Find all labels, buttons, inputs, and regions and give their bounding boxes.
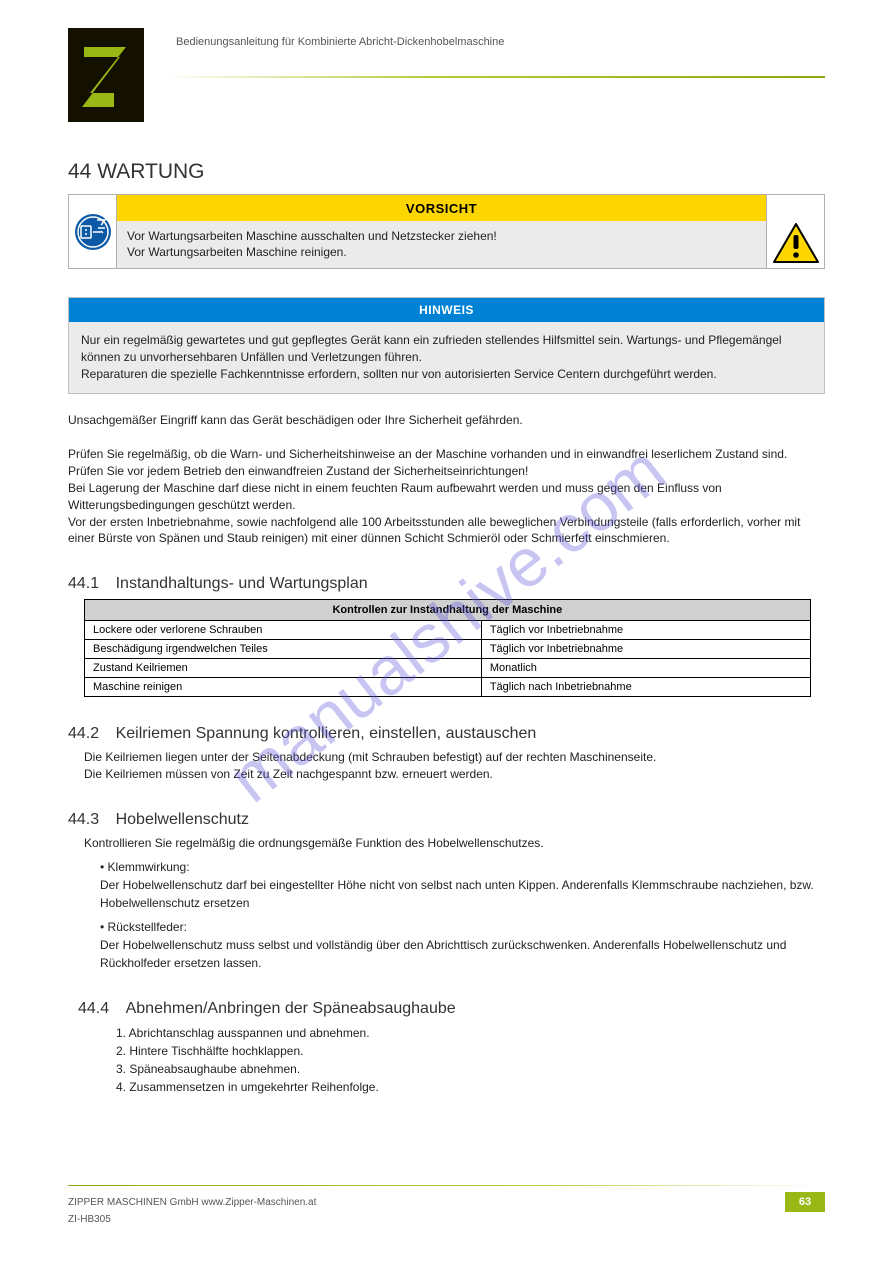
page-footer: ZIPPER MASCHINEN GmbH www.Zipper-Maschin… [68, 1185, 825, 1225]
footer-left: ZIPPER MASCHINEN GmbH www.Zipper-Maschin… [68, 1197, 316, 1208]
subsection-num: 44.1 [68, 575, 99, 592]
maintenance-table: Kontrollen zur Instandhaltung der Maschi… [84, 599, 811, 697]
subsection-num: 44.2 [68, 725, 99, 742]
unplug-icon [69, 195, 117, 268]
subsection-44-4: 44.4 Abnehmen/Anbringen der Späneabsaugh… [78, 1000, 825, 1018]
section-heading: 44 WARTUNG [68, 160, 825, 184]
header-divider [164, 76, 825, 78]
note-body: Nur ein regelmäßig gewartetes und gut ge… [69, 322, 824, 392]
page-header: Bedienungsanleitung für Kombinierte Abri… [68, 0, 825, 122]
page-number: 63 [785, 1192, 825, 1212]
warning-triangle-icon [766, 195, 824, 268]
subsection-num: 44.4 [78, 1000, 109, 1017]
table-row: Zustand KeilriemenMonatlich [85, 659, 811, 678]
note-banner: HINWEIS [69, 298, 824, 322]
caution-banner: VORSICHT [117, 195, 766, 221]
table-row: Beschädigung irgendwelchen TeilesTäglich… [85, 640, 811, 659]
footer-divider [68, 1185, 825, 1186]
brand-logo [68, 28, 144, 122]
sub2-body: Die Keilriemen liegen unter der Seitenab… [84, 749, 825, 783]
sub4-list: 1. Abrichtanschlag ausspannen und abnehm… [116, 1024, 825, 1096]
table-row: Maschine reinigenTäglich nach Inbetriebn… [85, 678, 811, 697]
paragraph-1: Unsachgemäßer Eingriff kann das Gerät be… [68, 412, 825, 429]
note-box: HINWEIS Nur ein regelmäßig gewartetes un… [68, 297, 825, 393]
sub3-list2: • Rückstellfeder: Der Hobelwellenschutz … [100, 918, 825, 972]
subsection-num: 44.3 [68, 811, 99, 828]
subsection-44-3: 44.3 Hobelwellenschutz [68, 811, 825, 829]
caution-box: VORSICHT Vor Wartungsarbeiten Maschine a… [68, 194, 825, 269]
caution-body: Vor Wartungsarbeiten Maschine ausschalte… [117, 221, 766, 268]
subsection-44-2: 44.2 Keilriemen Spannung kontrollieren, … [68, 725, 825, 743]
subsection-title: Instandhaltungs- und Wartungsplan [116, 575, 368, 592]
table-header: Kontrollen zur Instandhaltung der Maschi… [85, 600, 811, 621]
subsection-title: Hobelwellenschutz [116, 811, 249, 828]
sub3-body: Kontrollieren Sie regelmäßig die ordnung… [84, 835, 825, 852]
sub3-list1: • Klemmwirkung: Der Hobelwellenschutz da… [100, 858, 825, 912]
subsection-title: Keilriemen Spannung kontrollieren, einst… [116, 725, 537, 742]
table-row: Lockere oder verlorene SchraubenTäglich … [85, 621, 811, 640]
header-title: Bedienungsanleitung für Kombinierte Abri… [176, 36, 825, 48]
subsection-title: Abnehmen/Anbringen der Späneabsaughaube [126, 1000, 456, 1017]
footer-model: ZI-HB305 [68, 1214, 825, 1225]
paragraph-2: Prüfen Sie regelmäßig, ob die Warn- und … [68, 446, 825, 547]
subsection-44-1: 44.1 Instandhaltungs- und Wartungsplan [68, 575, 825, 593]
